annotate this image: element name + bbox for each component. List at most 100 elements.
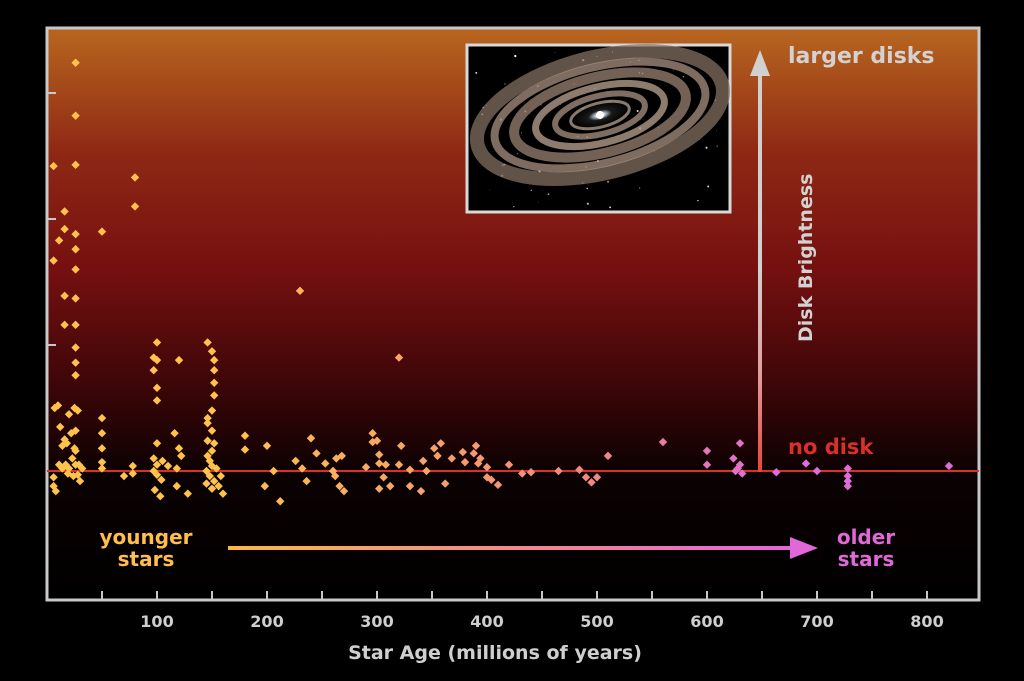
data-point <box>51 486 60 496</box>
data-point <box>422 466 431 476</box>
data-point <box>152 470 162 479</box>
data-point <box>49 256 58 265</box>
data-point <box>71 371 80 380</box>
star <box>520 132 523 134</box>
data-point <box>518 469 527 478</box>
data-point <box>471 441 481 450</box>
data-point <box>130 202 140 211</box>
star <box>554 52 556 53</box>
data-point <box>58 464 67 473</box>
data-point <box>152 338 162 347</box>
data-point <box>207 426 217 435</box>
data-point <box>152 460 162 469</box>
data-point <box>210 355 219 365</box>
data-point <box>205 471 214 481</box>
data-point <box>177 451 186 461</box>
data-point <box>298 464 307 473</box>
data-point <box>458 447 467 457</box>
data-point <box>216 471 225 481</box>
star <box>489 189 491 191</box>
data-point <box>526 468 536 477</box>
data-point <box>174 444 184 453</box>
y-axis-ticks <box>48 92 56 346</box>
data-point <box>207 347 217 356</box>
star <box>504 83 506 85</box>
data-point <box>379 473 388 482</box>
x-tick-label: 300 <box>360 612 393 631</box>
data-point <box>381 460 390 469</box>
data-point <box>581 473 591 482</box>
data-point <box>295 286 305 296</box>
data-point <box>50 403 59 413</box>
data-point <box>306 434 316 443</box>
data-point <box>158 456 167 466</box>
data-point <box>276 497 285 506</box>
data-point <box>394 460 404 469</box>
data-point <box>156 492 165 501</box>
star <box>514 54 517 58</box>
data-point <box>843 476 852 486</box>
star <box>682 76 684 78</box>
data-point <box>944 461 954 471</box>
data-point <box>405 481 415 491</box>
data-point <box>73 470 82 479</box>
age-arrow <box>228 537 818 559</box>
data-point <box>218 489 228 498</box>
data-point <box>843 464 852 473</box>
data-point <box>394 353 404 362</box>
data-point <box>843 471 852 481</box>
data-point <box>78 464 87 473</box>
data-point <box>97 429 107 438</box>
data-point <box>214 481 223 491</box>
data-point <box>337 451 346 461</box>
data-point <box>240 431 250 440</box>
star <box>636 110 639 112</box>
data-point <box>73 406 82 415</box>
data-point <box>71 358 80 367</box>
data-point <box>71 265 80 274</box>
data-point <box>202 466 211 476</box>
data-point <box>149 366 158 375</box>
data-point <box>735 460 745 469</box>
data-point <box>60 291 69 301</box>
disk-brightness-arrow <box>750 50 770 472</box>
star <box>707 185 710 188</box>
data-point <box>71 446 80 456</box>
data-point <box>174 355 184 365</box>
x-tick-label: 200 <box>250 612 283 631</box>
data-point <box>71 58 80 67</box>
data-point <box>67 429 76 438</box>
data-point <box>375 484 384 493</box>
data-point <box>592 473 602 482</box>
data-point <box>441 479 450 488</box>
older-stars-label-line1: older <box>837 525 895 549</box>
data-point <box>375 450 384 459</box>
data-point <box>130 173 140 182</box>
data-point <box>436 439 445 448</box>
data-point <box>207 406 217 415</box>
data-point <box>504 460 514 469</box>
data-point <box>738 469 747 478</box>
data-point <box>733 464 742 473</box>
x-tick-label: 800 <box>910 612 943 631</box>
data-point <box>291 456 300 466</box>
data-point <box>128 461 137 471</box>
data-point <box>62 439 71 448</box>
data-point <box>361 463 371 472</box>
data-point <box>97 464 107 473</box>
data-point <box>172 464 181 473</box>
data-point <box>58 441 67 450</box>
data-point <box>71 320 80 330</box>
data-point <box>97 413 107 423</box>
younger-stars-label-line2: stars <box>118 547 175 571</box>
data-point <box>587 478 596 487</box>
larger-disks-label: larger disks <box>788 44 935 69</box>
star <box>716 145 718 147</box>
star <box>586 202 589 205</box>
data-point <box>368 429 377 438</box>
star <box>516 153 518 155</box>
y-axis-label: Disk Brightness <box>795 174 817 342</box>
data-point <box>658 437 668 447</box>
data-point <box>843 481 852 491</box>
data-point <box>207 461 217 471</box>
